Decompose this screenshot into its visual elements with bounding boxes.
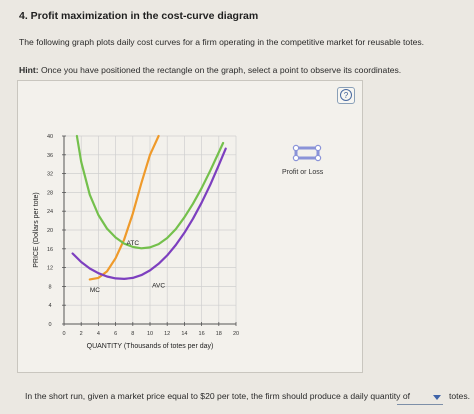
x-tick-label: 2 [80,331,83,337]
series-avc-curve [71,147,227,280]
quantity-dropdown[interactable] [397,392,443,405]
x-tick-label: 0 [62,331,65,337]
y-tick-label: 16 [47,247,53,253]
x-tick-label: 18 [216,331,222,337]
x-tick-label: 10 [147,331,153,337]
rectangle-tool-icon[interactable] [294,146,320,160]
curve-label-mc: MC [90,287,100,294]
y-tick-label: 36 [47,153,53,159]
profit-loss-tool[interactable] [292,144,322,162]
question-heading: 4. Profit maximization in the cost-curve… [19,10,259,22]
tool-handle-top-left[interactable] [292,144,300,152]
curve-label-avc: AVC [152,282,165,289]
x-tick-label: 8 [131,331,134,337]
hint-label: Hint: [19,65,39,75]
hint-body: Once you have positioned the rectangle o… [40,65,402,75]
x-tick-label: 4 [97,331,100,337]
chart-grid [64,135,237,324]
y-tick-label: 4 [48,303,51,309]
dropdown-arrow-icon [433,395,441,400]
y-tick-label: 32 [47,172,53,178]
tool-handle-bottom-left[interactable] [292,154,300,162]
x-tick-label: 16 [199,331,205,337]
y-tick-label: 24 [47,209,53,215]
y-tick-label: 20 [47,228,53,234]
profit-loss-label: Profit or Loss [282,169,324,176]
series-atc-curve [75,134,225,250]
x-tick-label: 14 [181,331,187,337]
x-tick-label: 6 [114,331,117,337]
tool-handle-top-right[interactable] [314,144,322,152]
curve-label-atc: ATC [127,240,140,247]
answer-suffix: totes. [449,391,471,401]
y-tick-label: 0 [48,322,51,328]
y-tick-label: 8 [48,284,51,290]
chart-annotations: ATC MC AVC [90,240,165,294]
y-axis-label: PRICE (Dollars per tote) [33,192,40,267]
series-mc-curve [88,134,160,281]
tool-handle-bottom-right[interactable] [314,154,322,162]
y-tick-label: 12 [47,266,53,272]
x-tick-label: 20 [233,331,239,337]
chart-series [71,134,227,281]
y-tick-label: 28 [47,190,53,196]
x-tick-label: 12 [164,331,170,337]
y-tick-label: 40 [47,134,53,140]
x-axis-label: QUANTITY (Thousands of totes per day) [87,343,214,350]
help-icon: ? [340,89,352,101]
hint-text: Hint: Once you have positioned the recta… [19,65,401,75]
help-button[interactable]: ? [337,87,355,104]
answer-prompt: In the short run, given a market price e… [25,391,411,401]
question-intro: The following graph plots daily cost cur… [19,37,425,47]
